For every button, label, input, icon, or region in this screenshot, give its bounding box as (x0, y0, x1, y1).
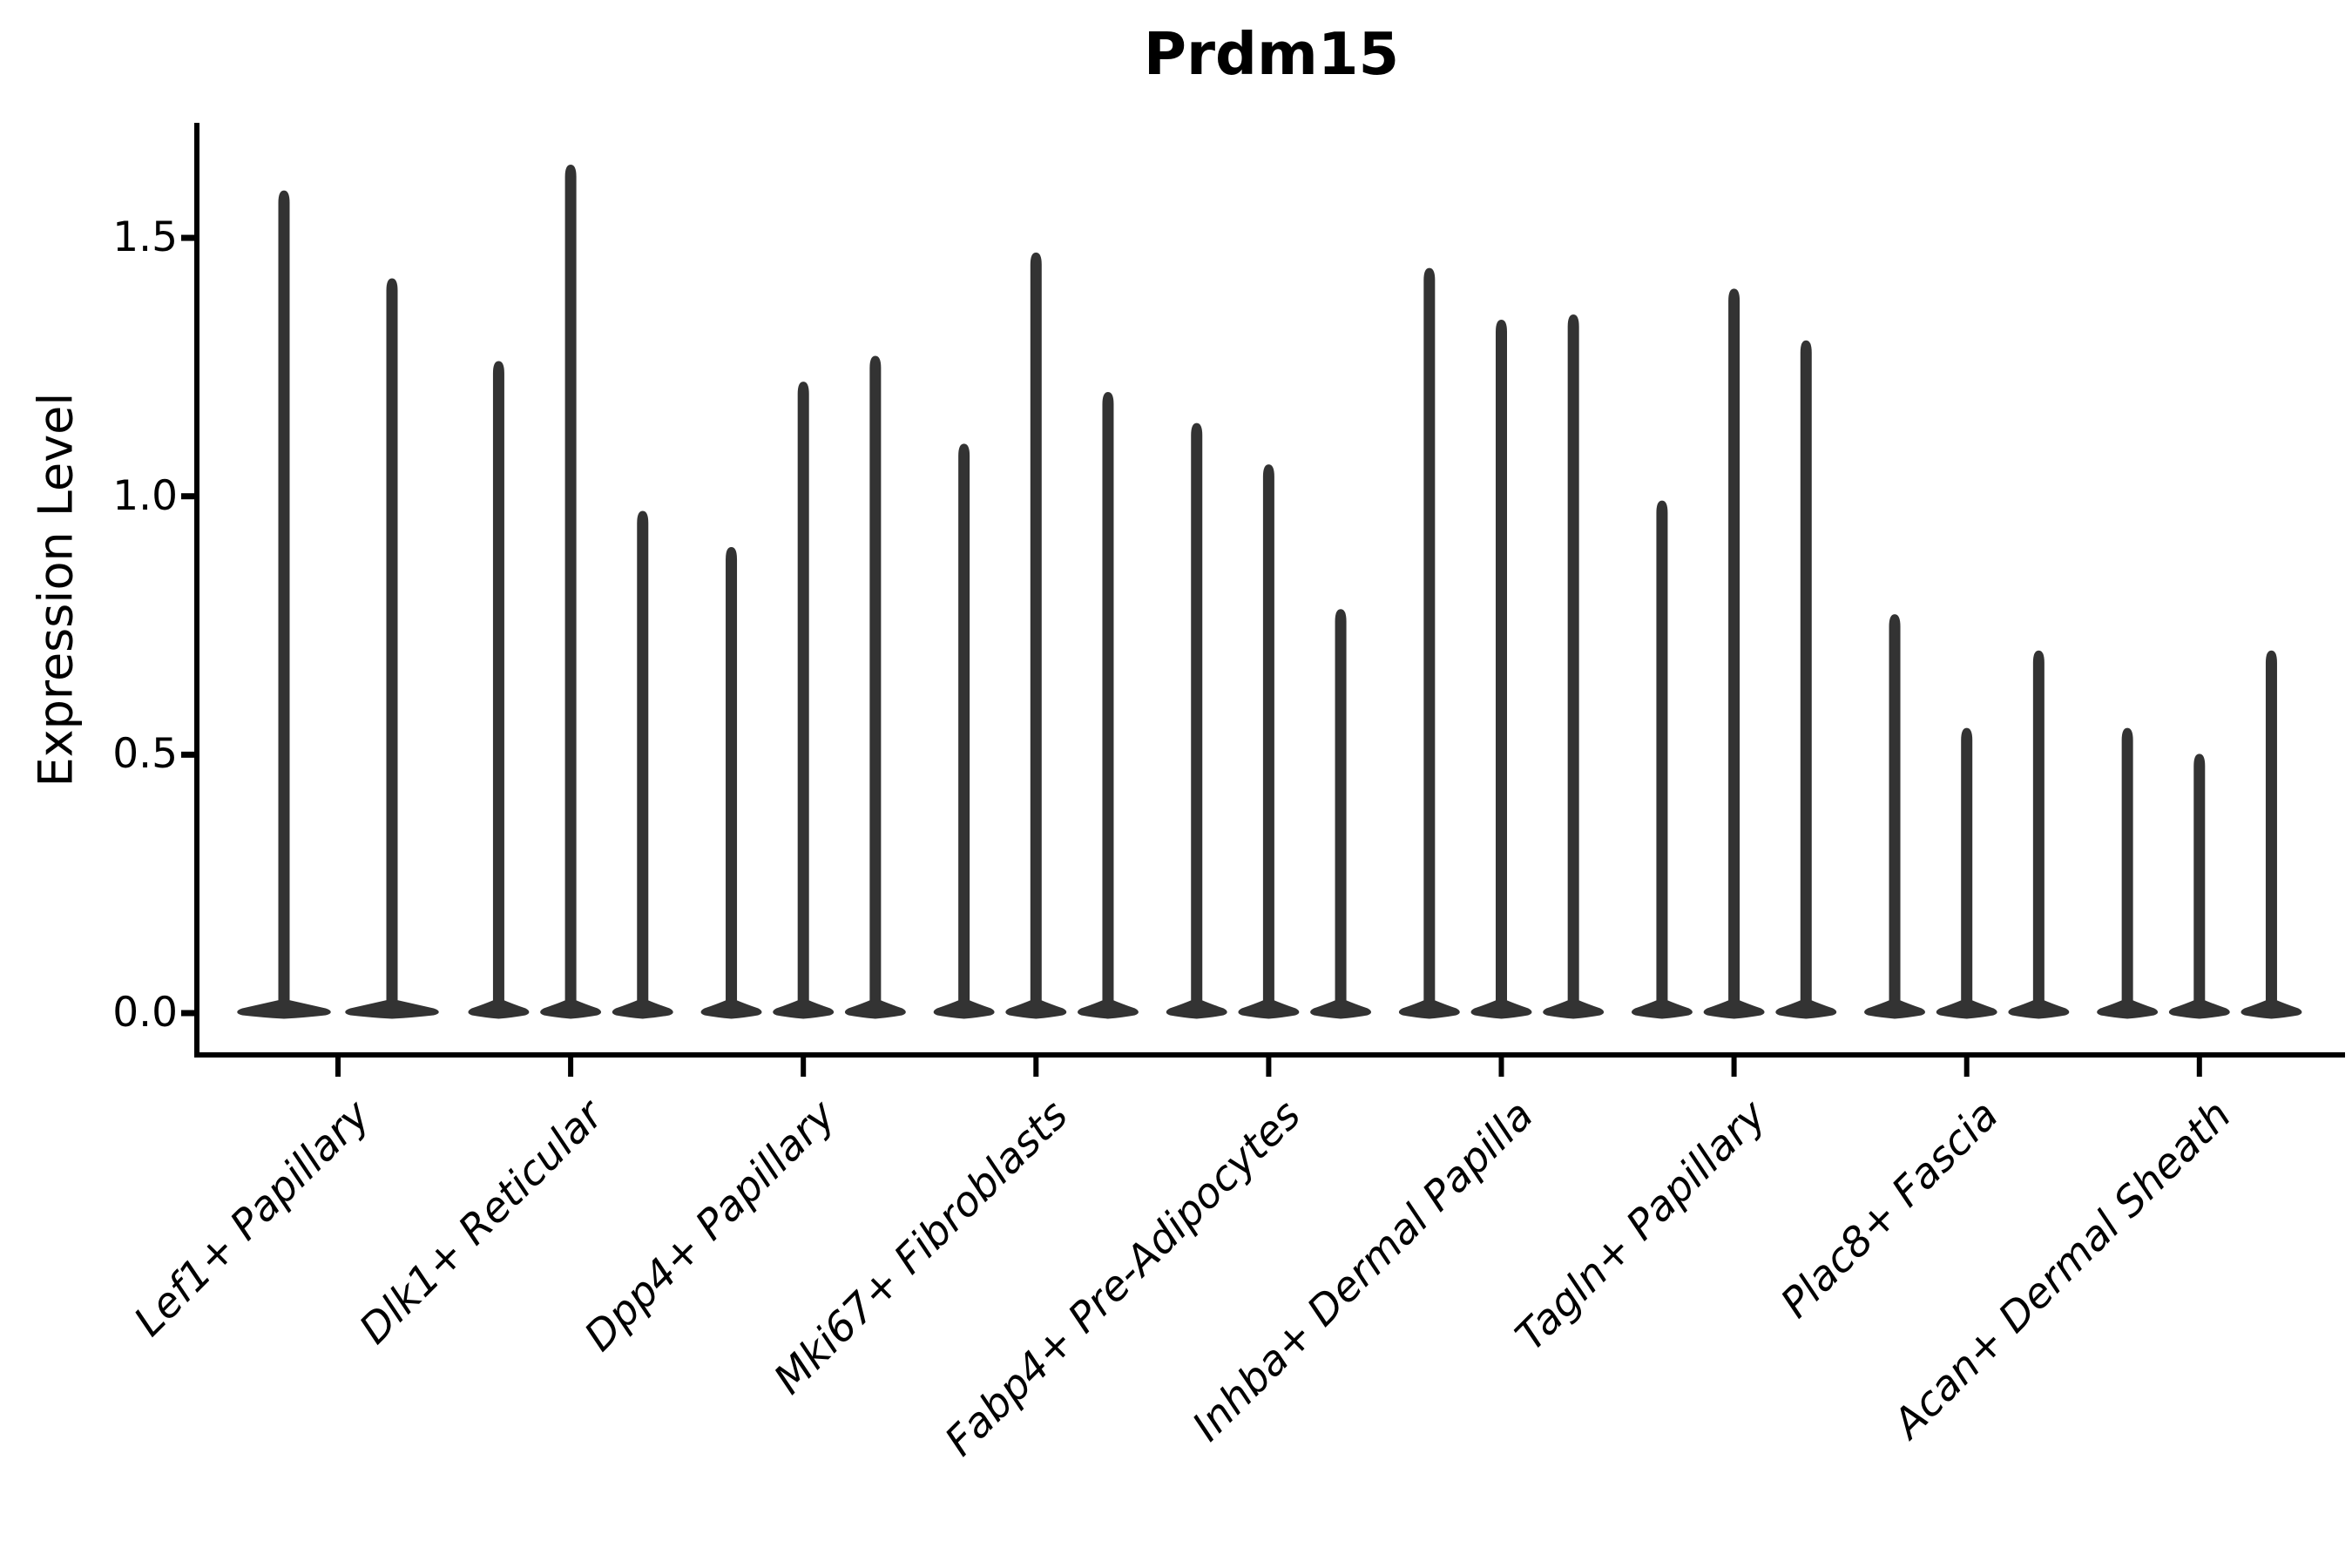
violin (2097, 727, 2159, 1019)
y-tick-label: 0.0 (112, 989, 178, 1037)
y-tick-label: 1.5 (112, 213, 178, 262)
violin (1310, 609, 1372, 1019)
violin (1398, 267, 1460, 1019)
violin (2240, 650, 2302, 1019)
violin (1543, 314, 1605, 1019)
violin (1936, 727, 1997, 1019)
violin (1470, 319, 1532, 1019)
violin (844, 355, 906, 1019)
violin (540, 164, 602, 1019)
violin (773, 382, 835, 1019)
y-tick-mark (181, 234, 197, 241)
violin (1703, 288, 1765, 1019)
x-tick-mark (335, 1055, 341, 1077)
x-tick-mark (1498, 1055, 1504, 1077)
y-tick-label: 1.0 (112, 471, 178, 520)
violin (1864, 614, 1925, 1019)
x-tick-mark (1266, 1055, 1272, 1077)
x-tick-mark (568, 1055, 574, 1077)
y-tick-mark (181, 751, 197, 758)
x-tick-mark (1731, 1055, 1737, 1077)
violin (1005, 252, 1067, 1019)
violin (2168, 754, 2230, 1019)
y-axis-spine (194, 123, 199, 1058)
x-tick-mark (801, 1055, 807, 1077)
violin (468, 361, 530, 1019)
y-axis-label: Expression Level (28, 392, 84, 787)
violin (345, 278, 439, 1019)
violin (1166, 422, 1227, 1019)
x-tick-mark (2196, 1055, 2202, 1077)
y-tick-mark (181, 1010, 197, 1017)
x-tick-mark (1963, 1055, 1970, 1077)
y-tick-label: 0.5 (112, 730, 178, 779)
violin (1631, 500, 1693, 1019)
violin-group (237, 164, 2302, 1019)
violin (237, 190, 331, 1019)
violin (700, 547, 762, 1019)
x-tick-mark (1033, 1055, 1039, 1077)
violin (1078, 392, 1139, 1019)
chart-title: Prdm15 (1143, 20, 1400, 88)
y-tick-mark (181, 493, 197, 500)
axes-group (181, 123, 2345, 1077)
violin (2008, 650, 2070, 1019)
violin (933, 443, 995, 1019)
violin (612, 510, 673, 1019)
violin (1238, 464, 1300, 1019)
violin (1775, 340, 1837, 1019)
